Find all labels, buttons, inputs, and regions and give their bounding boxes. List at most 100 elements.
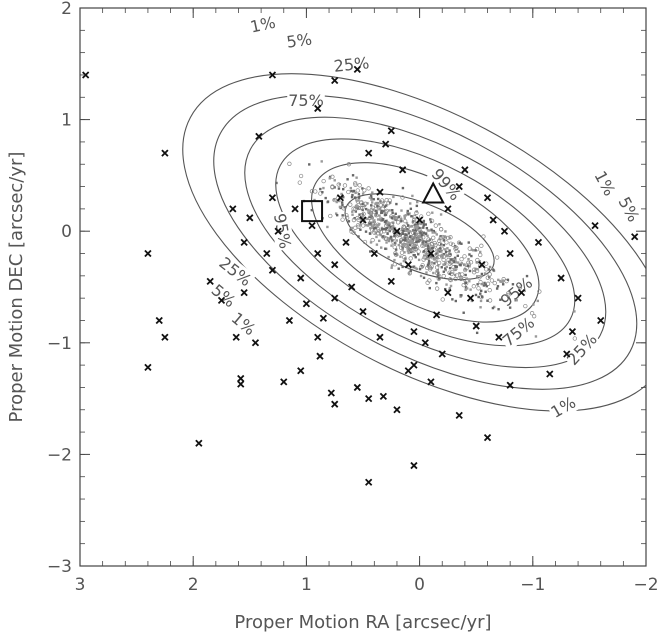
x-tick-label: 1	[301, 575, 312, 595]
marked-star	[376, 188, 384, 196]
star-dot	[351, 217, 357, 223]
star-dot	[492, 280, 497, 286]
contour-label-bg	[214, 252, 257, 291]
star-dot	[466, 264, 470, 268]
star-dot	[337, 187, 341, 190]
contour-label: 25%	[563, 330, 601, 369]
star-dot	[326, 225, 329, 229]
marked-star	[534, 238, 543, 246]
star-dot	[429, 218, 435, 223]
star-dot	[395, 239, 398, 242]
star-dot	[391, 239, 394, 242]
square-marker	[301, 200, 324, 223]
star-dot	[370, 237, 375, 243]
star-dot	[400, 227, 404, 230]
star-dot	[419, 231, 422, 234]
contour-label: 5%	[208, 280, 240, 311]
star-dot	[350, 226, 354, 230]
marked-star	[557, 274, 565, 282]
star-dot	[443, 235, 447, 239]
x-tick-label: −2	[633, 575, 658, 595]
marked-star	[500, 227, 509, 235]
star-dot	[346, 178, 349, 181]
star-dot	[478, 280, 483, 285]
star-dot	[413, 244, 416, 248]
star-dot	[422, 231, 426, 234]
star-dot	[431, 246, 434, 250]
star-dot	[383, 205, 387, 208]
star-dot	[370, 214, 373, 218]
star-dot	[406, 211, 409, 215]
marked-star	[161, 149, 169, 157]
star-dot	[399, 238, 404, 243]
star-dot	[414, 266, 417, 270]
star-dot	[466, 260, 471, 265]
contour-label-bg	[546, 392, 580, 423]
star-dot	[378, 214, 381, 217]
star-dot	[479, 306, 482, 309]
star-dot	[389, 221, 394, 227]
star-dot	[426, 254, 429, 257]
star-dot	[418, 236, 423, 241]
contour-label-bg	[497, 312, 539, 352]
star-dot	[488, 265, 492, 269]
star-dot	[419, 274, 423, 278]
star-dot	[497, 308, 500, 311]
y-tick-label: 2	[61, 0, 72, 19]
star-dot	[366, 224, 370, 227]
star-dot	[375, 201, 378, 205]
star-dot	[444, 267, 447, 270]
star-dot	[333, 179, 336, 182]
y-tick-label: −2	[47, 445, 72, 465]
marked-star	[342, 238, 350, 246]
star-dot	[403, 216, 406, 220]
star-dot	[424, 223, 427, 226]
star-dot	[450, 269, 455, 275]
marked-star	[268, 194, 277, 202]
star-dot	[459, 257, 464, 262]
star-dot	[406, 209, 409, 213]
marked-star	[297, 367, 305, 375]
x-tick-label: 3	[75, 575, 86, 595]
star-dot	[458, 271, 461, 275]
star-dot	[476, 286, 481, 291]
star-dot	[385, 204, 388, 207]
star-dot	[358, 205, 363, 211]
star-dot	[472, 270, 477, 275]
star-dot	[479, 250, 482, 254]
star-dot	[401, 186, 405, 190]
contour-label-bg	[562, 329, 602, 370]
star-dot	[417, 252, 420, 256]
star-dot	[468, 269, 472, 273]
star-dot	[415, 232, 418, 235]
contour-label: 1%	[248, 13, 277, 37]
star-dot	[389, 225, 392, 229]
contour-label: 5%	[615, 194, 644, 225]
marked-star	[410, 461, 418, 470]
marked-star	[421, 339, 429, 347]
star-dot	[388, 229, 391, 233]
star-dot	[431, 211, 434, 214]
star-dot	[572, 336, 577, 341]
star-dot	[413, 223, 417, 227]
star-dot	[330, 174, 335, 179]
star-dot	[374, 209, 377, 212]
star-dot	[403, 214, 406, 218]
star-dot	[386, 237, 391, 242]
marked-star	[455, 182, 463, 191]
star-dot	[487, 268, 491, 271]
star-dot	[390, 266, 393, 269]
star-dot	[484, 261, 489, 266]
star-dot	[383, 220, 387, 224]
marked-star	[379, 392, 388, 401]
star-dot	[330, 185, 335, 190]
star-dot	[416, 249, 421, 254]
star-dot	[421, 257, 426, 262]
star-dot	[444, 230, 447, 233]
star-dot	[407, 213, 410, 216]
star-dot	[428, 265, 433, 270]
x-tick-label: −1	[520, 575, 545, 595]
star-dot	[376, 197, 380, 201]
star-dot	[359, 223, 363, 226]
star-dot	[480, 295, 484, 298]
